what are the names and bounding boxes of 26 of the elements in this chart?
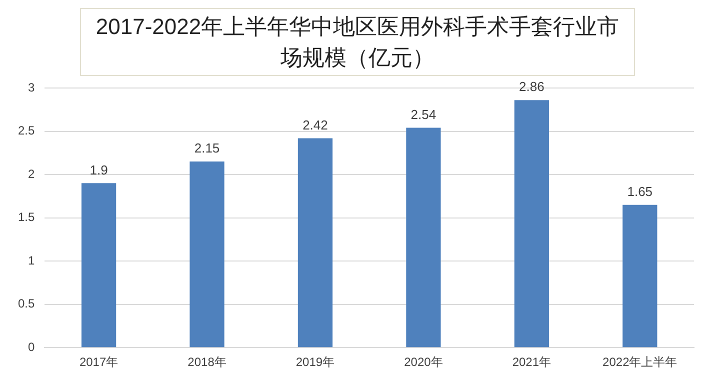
x-tick-label: 2021年 [512,355,552,370]
y-tick-label: 2.5 [18,124,35,138]
data-label: 1.9 [90,162,108,178]
x-tick-label: 2019年 [296,355,335,370]
bar [298,138,333,348]
x-tick-label: 2018年 [188,355,226,370]
data-label: 2.86 [519,79,544,94]
y-tick-label: 0 [28,340,35,354]
bar [622,204,658,348]
data-label: 1.65 [627,184,653,199]
bar [81,183,116,348]
x-tick-label: 2022年上半年 [602,355,678,370]
y-tick-label: 0.5 [18,296,35,311]
y-tick-label: 1.5 [18,210,35,224]
y-tick-label: 3 [28,80,35,94]
y-tick-label: 2 [28,166,35,181]
data-label: 2.15 [194,140,220,156]
bar [406,128,441,348]
bar [514,100,549,348]
data-label: 2.42 [302,117,328,132]
data-label: 2.54 [410,106,436,122]
x-tick-label: 2017年 [79,355,118,370]
x-tick-label: 2020年 [404,355,443,370]
y-tick-label: 1 [28,253,35,268]
bar [190,162,224,348]
chart-title: 2017-2022年上半年华中地区医用外科手术手套行业市场规模（亿元） [80,8,635,76]
